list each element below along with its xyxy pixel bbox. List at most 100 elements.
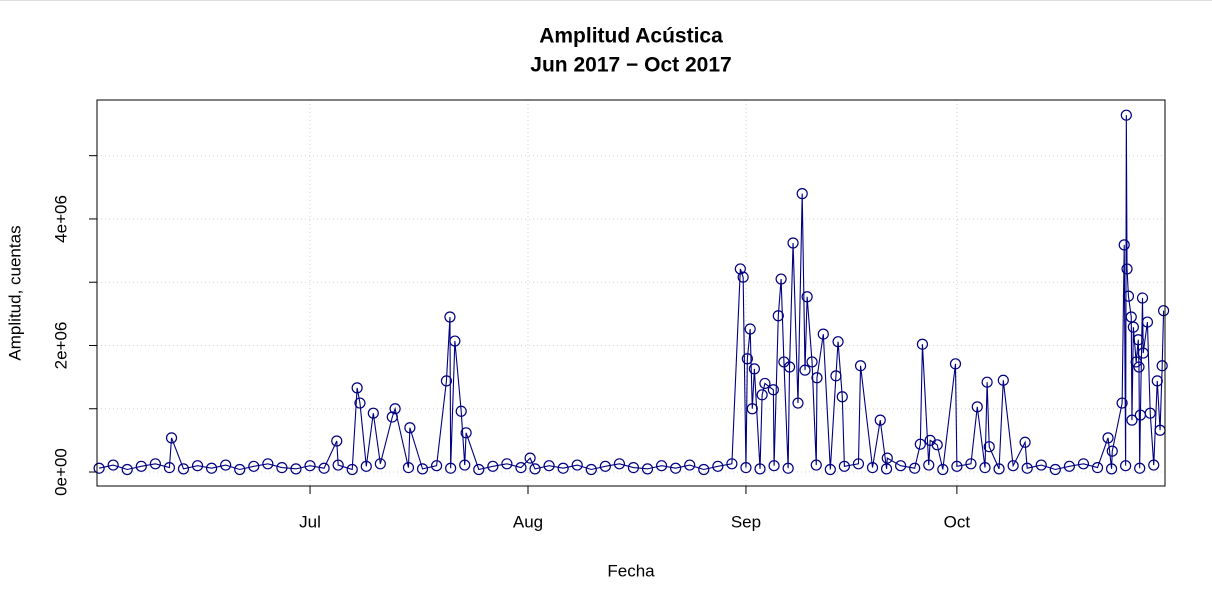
point <box>951 460 963 472</box>
point <box>772 310 784 322</box>
point <box>1127 321 1139 333</box>
point <box>641 463 654 475</box>
point <box>746 403 758 415</box>
point <box>331 435 343 447</box>
point <box>782 462 794 474</box>
x-tick-label: Sep <box>731 512 761 531</box>
point <box>817 328 829 340</box>
point <box>627 461 640 474</box>
point <box>135 460 147 472</box>
point <box>1151 375 1163 387</box>
point <box>741 353 753 365</box>
point <box>276 461 288 474</box>
point <box>971 401 983 413</box>
x-axis-label: Fecha <box>607 561 655 580</box>
point <box>1120 460 1132 472</box>
y-tick-label: 4e+06 <box>51 195 70 243</box>
point <box>191 460 204 472</box>
point <box>979 461 991 474</box>
point <box>440 375 453 387</box>
y-tick-label: 2e+06 <box>51 322 70 370</box>
point <box>997 374 1009 386</box>
point <box>937 463 949 476</box>
series-line <box>98 115 1165 471</box>
point <box>1106 445 1118 457</box>
point <box>965 458 977 470</box>
point <box>529 463 541 475</box>
point <box>402 461 415 474</box>
point <box>824 463 836 476</box>
point <box>1120 109 1132 121</box>
point <box>1157 305 1170 317</box>
point <box>449 335 461 347</box>
point <box>416 463 429 475</box>
point <box>811 372 823 384</box>
point <box>931 439 943 451</box>
point <box>836 391 848 403</box>
point <box>599 460 611 472</box>
point <box>832 336 844 348</box>
point <box>304 460 316 472</box>
point <box>748 363 760 375</box>
point <box>501 458 513 470</box>
point <box>386 411 398 423</box>
point <box>177 463 190 475</box>
chart-title: Amplitud Acústica <box>539 25 723 48</box>
point <box>206 462 218 474</box>
point <box>1035 459 1047 471</box>
point <box>262 458 274 470</box>
point <box>318 462 330 474</box>
point <box>613 458 625 470</box>
point <box>740 461 752 474</box>
point <box>949 358 962 370</box>
point <box>756 389 768 401</box>
point <box>1134 462 1146 474</box>
point <box>1144 407 1156 419</box>
point <box>759 377 771 390</box>
point <box>149 458 161 470</box>
point <box>1122 290 1135 302</box>
point <box>775 273 787 285</box>
point <box>557 462 569 474</box>
point <box>459 459 471 471</box>
point <box>1118 239 1130 251</box>
x-tick-label: Aug <box>513 512 543 531</box>
point <box>524 452 536 464</box>
point <box>354 397 366 409</box>
point <box>1049 463 1061 476</box>
point <box>783 361 796 373</box>
point <box>983 441 995 453</box>
point <box>332 459 344 471</box>
point <box>792 397 804 409</box>
point <box>1116 397 1128 409</box>
point <box>874 414 886 426</box>
point <box>909 462 921 474</box>
point <box>698 463 710 476</box>
point <box>1091 461 1104 474</box>
point <box>923 459 935 471</box>
point <box>487 460 499 472</box>
point <box>515 461 527 474</box>
plot-frame <box>96 99 1166 487</box>
point <box>121 463 133 476</box>
point <box>1132 334 1144 346</box>
point <box>854 360 867 372</box>
point <box>866 461 879 474</box>
point <box>1156 360 1168 372</box>
x-tick-label: Oct <box>944 512 971 531</box>
point <box>1102 432 1114 444</box>
point <box>430 460 443 472</box>
point <box>1077 458 1090 470</box>
point <box>734 263 746 275</box>
point <box>787 237 799 249</box>
point <box>914 438 926 450</box>
point <box>726 458 738 470</box>
point <box>881 452 893 464</box>
point <box>1136 292 1149 304</box>
point <box>801 291 813 303</box>
point <box>880 463 893 475</box>
point <box>1133 361 1145 373</box>
point <box>767 384 779 396</box>
point <box>737 271 749 283</box>
